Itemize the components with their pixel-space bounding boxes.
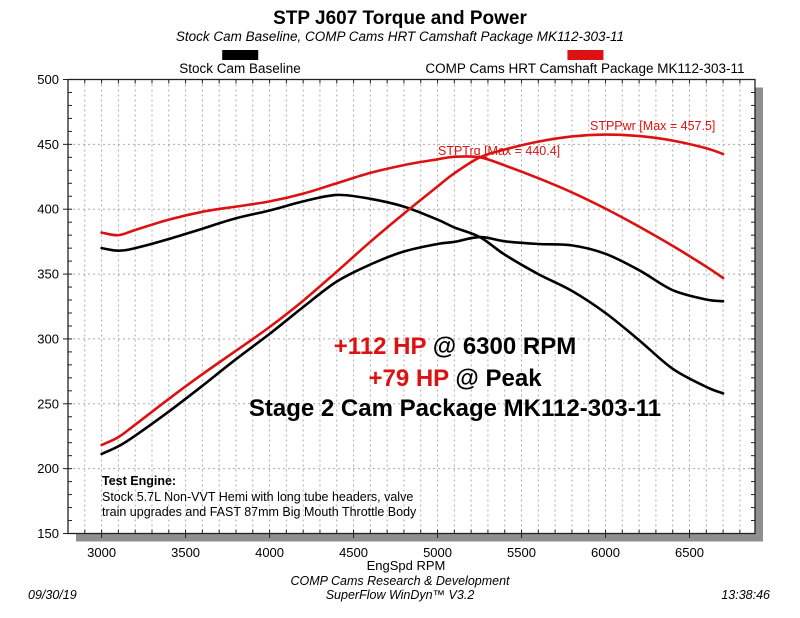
test-engine-line1: Stock 5.7L Non-VVT Hemi with long tube h…: [102, 489, 414, 504]
callout-hp-gain-peak: +79 HP @ Peak: [368, 365, 541, 393]
legend-item-stock: Stock Cam Baseline: [179, 50, 301, 76]
x-axis-title: EngSpd RPM: [366, 558, 446, 573]
svg-text:3500: 3500: [171, 545, 200, 560]
callout-hp-gain-peak-value: +79 HP: [368, 365, 449, 392]
test-engine-note: Test Engine: Stock 5.7L Non-VVT Hemi wit…: [102, 474, 416, 521]
svg-text:400: 400: [37, 202, 59, 217]
page-subtitle: Stock Cam Baseline, COMP Cams HRT Camsha…: [175, 29, 625, 44]
svg-text:500: 500: [37, 72, 59, 87]
svg-text:300: 300: [37, 331, 59, 346]
footer-date: 09/30/19: [28, 588, 77, 602]
callout-hp-gain-6300: +112 HP @ 6300 RPM: [334, 333, 576, 361]
legend-label-comp: COMP Cams HRT Camshaft Package MK112-303…: [425, 61, 745, 76]
footer-org: COMP Cams Research & Development: [290, 574, 510, 588]
legend-item-comp: COMP Cams HRT Camshaft Package MK112-303…: [425, 50, 745, 76]
legend-label-stock: Stock Cam Baseline: [179, 61, 301, 76]
svg-text:4500: 4500: [339, 545, 368, 560]
svg-text:5000: 5000: [423, 545, 452, 560]
svg-text:150: 150: [37, 526, 59, 541]
legend-swatch-stock: [222, 50, 258, 60]
test-engine-heading: Test Engine:: [102, 474, 177, 488]
svg-text:3000: 3000: [87, 545, 116, 560]
callout-package-name: Stage 2 Cam Package MK112-303-11: [248, 395, 662, 422]
curve-label-stppwr-max: STPPwr [Max = 457.5]: [590, 119, 716, 133]
svg-text:6500: 6500: [675, 545, 704, 560]
page-title: STP J607 Torque and Power: [273, 8, 527, 29]
svg-text:450: 450: [37, 137, 59, 152]
callout-hp-gain-peak-suffix: @ Peak: [448, 365, 542, 392]
svg-text:5500: 5500: [507, 545, 536, 560]
test-engine-line2: train upgrades and FAST 87mm Big Mouth T…: [102, 505, 417, 519]
footer-software: SuperFlow WinDyn™ V3.2: [325, 588, 475, 602]
svg-text:4000: 4000: [255, 545, 284, 560]
svg-text:350: 350: [37, 267, 59, 282]
svg-text:6000: 6000: [591, 545, 620, 560]
footer-time: 13:38:46: [721, 588, 770, 602]
svg-text:250: 250: [37, 396, 59, 411]
svg-text:200: 200: [37, 461, 59, 476]
curve-label-stptrq-max: STPTrq [Max = 440.4]: [438, 144, 561, 158]
callout-hp-gain-6300-suffix: @ 6300 RPM: [426, 333, 577, 360]
callout-hp-gain-6300-value: +112 HP: [333, 333, 427, 360]
legend-swatch-comp: [566, 50, 603, 60]
